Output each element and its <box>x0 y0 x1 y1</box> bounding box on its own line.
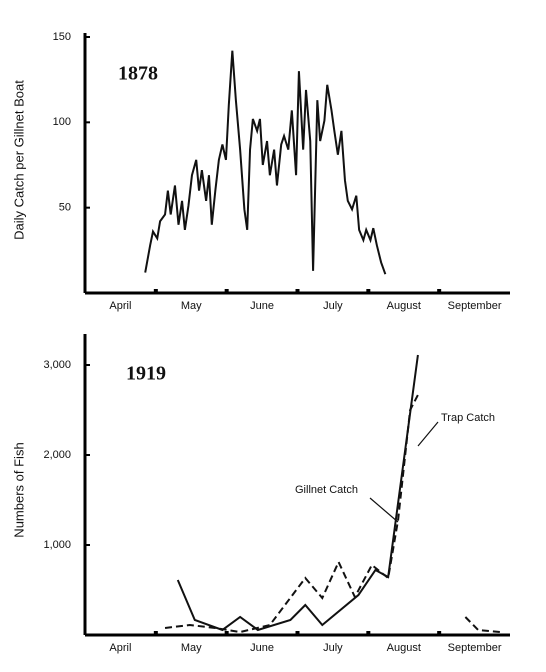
y-axis-label: Numbers of Fish <box>11 442 26 537</box>
month-boundary <box>366 289 371 293</box>
month-boundary <box>224 631 229 635</box>
series-label: Trap Catch <box>441 412 495 424</box>
x-tick-label: July <box>323 642 343 654</box>
data-line <box>144 50 387 275</box>
x-tick-label: June <box>250 300 274 312</box>
x-tick-label: July <box>323 300 343 312</box>
month-boundary <box>224 289 229 293</box>
x-tick-label: May <box>181 642 202 654</box>
y-tick-label: 50 <box>59 202 71 214</box>
month-boundary <box>153 631 158 635</box>
x-tick-label: September <box>448 300 502 312</box>
x-tick-label: April <box>109 300 131 312</box>
panel-title: 1878 <box>118 63 158 85</box>
x-tick-label: August <box>387 642 421 654</box>
month-boundary <box>366 631 371 635</box>
y-tick-label: 2,000 <box>43 449 71 461</box>
y-tick-label: 150 <box>53 31 71 43</box>
x-tick-label: September <box>448 642 502 654</box>
y-axis-label: Daily Catch per Gillnet Boat <box>11 80 26 240</box>
x-tick-label: April <box>109 642 131 654</box>
month-boundary <box>437 631 442 635</box>
leader-line <box>417 421 439 447</box>
leader-line <box>369 497 399 523</box>
month-boundary <box>437 289 442 293</box>
x-tick-label: May <box>181 300 202 312</box>
x-tick-label: June <box>250 642 274 654</box>
panel-title: 1919 <box>126 363 166 385</box>
data-line <box>176 354 419 632</box>
x-tick-label: August <box>387 300 421 312</box>
y-tick-label: 3,000 <box>43 359 71 371</box>
month-boundary <box>153 289 158 293</box>
month-boundary <box>295 631 300 635</box>
y-tick-label: 1,000 <box>43 539 71 551</box>
month-boundary <box>295 289 300 293</box>
data-line <box>164 394 501 634</box>
y-tick-label: 100 <box>53 116 71 128</box>
series-label: Gillnet Catch <box>295 484 358 496</box>
